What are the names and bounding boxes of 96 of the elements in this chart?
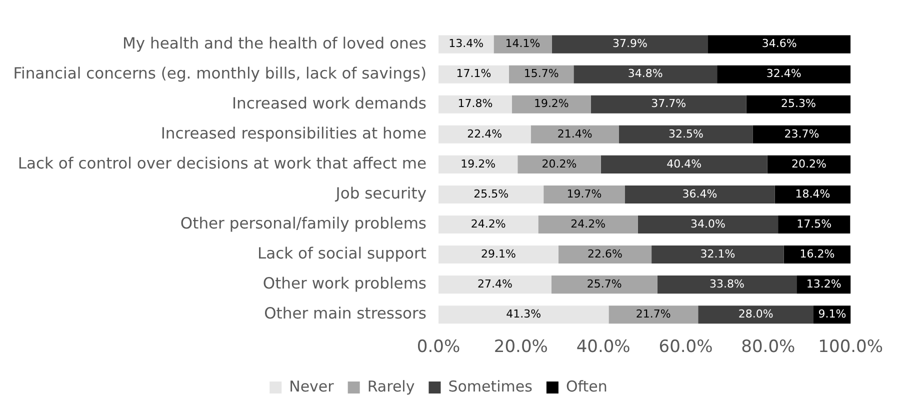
bar bbox=[508, 65, 574, 84]
data-label: 17.8% bbox=[458, 97, 493, 110]
bar bbox=[717, 65, 851, 84]
bar bbox=[600, 155, 768, 174]
bar bbox=[438, 306, 609, 324]
data-label: 19.7% bbox=[566, 187, 602, 200]
y-tick-label: Other personal/family problems bbox=[180, 214, 426, 233]
data-label: 34.8% bbox=[628, 67, 663, 80]
bar bbox=[544, 185, 625, 204]
data-label: 25.7% bbox=[586, 277, 622, 290]
bar bbox=[618, 125, 753, 144]
y-tick-label: Increased responsibilities at home bbox=[160, 124, 426, 142]
data-label: 19.2% bbox=[460, 157, 496, 170]
x-tick-label: 0.0% bbox=[416, 337, 460, 358]
y-tick-label: My health and the health of loved ones bbox=[122, 34, 426, 52]
bar bbox=[494, 35, 552, 54]
bar bbox=[608, 306, 698, 324]
data-label: 37.7% bbox=[651, 97, 686, 110]
data-label: 13.2% bbox=[806, 277, 842, 290]
bar bbox=[774, 185, 851, 204]
legend-label: Never bbox=[289, 377, 335, 396]
bar bbox=[538, 215, 638, 234]
y-tick-label: Job security bbox=[334, 184, 426, 202]
bar bbox=[657, 276, 797, 294]
data-label: 21.4% bbox=[557, 127, 592, 140]
data-label: 32.1% bbox=[700, 247, 736, 260]
data-label: 17.5% bbox=[796, 217, 832, 230]
bar bbox=[438, 185, 544, 204]
data-label: 34.6% bbox=[762, 37, 797, 50]
bar bbox=[746, 95, 851, 114]
bar bbox=[590, 95, 746, 114]
bar bbox=[652, 246, 784, 264]
bar bbox=[698, 306, 814, 324]
bar bbox=[438, 95, 512, 114]
data-label: 21.7% bbox=[636, 307, 671, 320]
data-label: 28.0% bbox=[738, 307, 774, 320]
bar bbox=[778, 215, 850, 234]
data-label: 34.0% bbox=[690, 217, 726, 230]
data-label: 15.7% bbox=[524, 67, 559, 80]
legend-label: Rarely bbox=[367, 377, 415, 396]
data-label: 25.5% bbox=[474, 187, 509, 200]
bar bbox=[574, 65, 718, 84]
data-label: 27.4% bbox=[477, 277, 512, 290]
bar bbox=[512, 95, 591, 114]
y-tick-label: Lack of control over decisions at work that affect me bbox=[18, 154, 426, 172]
y-tick-label: Increased work demands bbox=[232, 94, 426, 112]
bar bbox=[438, 276, 552, 294]
data-label: 37.9% bbox=[612, 37, 648, 50]
data-label: 22.4% bbox=[467, 127, 502, 140]
data-label: 24.2% bbox=[570, 217, 606, 230]
y-tick-label: Financial concerns (eg. monthly bills, lack of savings) bbox=[13, 64, 426, 82]
data-label: 16.2% bbox=[800, 247, 835, 260]
data-label: 25.3% bbox=[780, 97, 816, 110]
x-tick-label: 100.0% bbox=[818, 337, 884, 358]
x-tick-label: 80.0% bbox=[741, 337, 796, 358]
data-label: 41.3% bbox=[506, 307, 542, 320]
data-label: 23.7% bbox=[784, 127, 820, 140]
bar bbox=[708, 35, 851, 54]
bar bbox=[438, 215, 538, 234]
data-label: 32.4% bbox=[766, 67, 802, 80]
data-label: 40.4% bbox=[666, 157, 702, 170]
data-label: 19.2% bbox=[534, 97, 569, 110]
legend-label: Often bbox=[566, 377, 608, 396]
data-label: 36.4% bbox=[682, 187, 718, 200]
y-tick-label: Other work problems bbox=[262, 274, 426, 293]
data-label: 17.1% bbox=[456, 67, 492, 80]
data-label: 33.8% bbox=[709, 277, 744, 290]
data-label: 14.1% bbox=[505, 37, 540, 50]
legend-label: Sometimes bbox=[448, 377, 533, 396]
data-label: 24.2% bbox=[470, 217, 506, 230]
bar bbox=[518, 155, 601, 174]
bar bbox=[558, 246, 652, 264]
data-label: 20.2% bbox=[791, 157, 826, 170]
bar bbox=[552, 35, 708, 54]
data-label: 22.6% bbox=[588, 247, 622, 260]
bar bbox=[438, 125, 531, 144]
bar bbox=[438, 246, 558, 264]
data-label: 32.5% bbox=[668, 127, 704, 140]
data-label: 20.2% bbox=[542, 157, 577, 170]
data-label: 18.4% bbox=[795, 187, 830, 200]
bar bbox=[438, 155, 518, 174]
bar bbox=[638, 215, 778, 234]
bar bbox=[551, 276, 658, 294]
bar bbox=[624, 185, 775, 204]
x-tick-label: 40.0% bbox=[576, 337, 630, 358]
bar bbox=[767, 155, 851, 174]
x-tick-label: 20.0% bbox=[494, 337, 548, 358]
data-label: 9.1% bbox=[818, 307, 846, 320]
y-tick-label: Other main stressors bbox=[264, 304, 426, 323]
bar bbox=[752, 125, 851, 144]
y-tick-label: Lack of social support bbox=[257, 244, 426, 263]
x-tick-label: 60.0% bbox=[658, 337, 713, 358]
bar bbox=[530, 125, 619, 144]
data-label: 29.1% bbox=[480, 247, 516, 260]
data-label: 13.4% bbox=[448, 37, 484, 50]
bar bbox=[438, 65, 509, 84]
